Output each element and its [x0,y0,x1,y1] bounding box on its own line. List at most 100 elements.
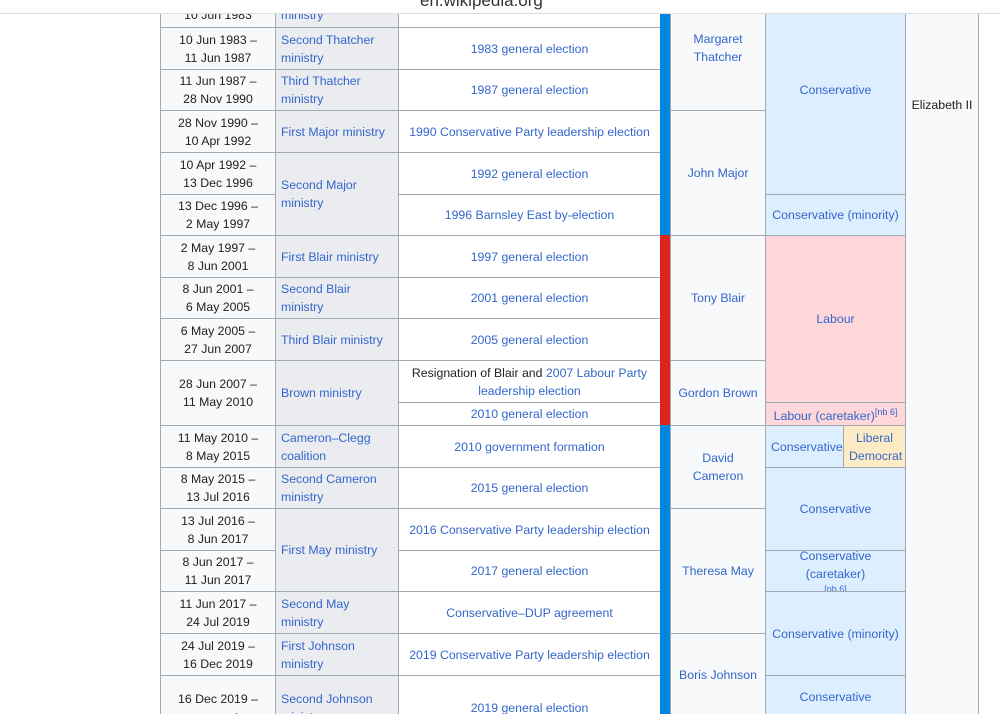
party-link[interactable]: Conservative [771,439,843,454]
party-link[interactable]: Liberal Democrat [849,430,903,463]
event-cell: 2010 government formation [398,425,661,468]
party-link[interactable]: Conservative (minority) [772,626,899,641]
party-text: Conservative [771,438,843,456]
party-link[interactable]: Conservative [799,502,872,516]
date-line: 24 Jul 2019 – [181,638,255,653]
event-text: 2019 general election [404,699,655,714]
pm-link[interactable]: David Cameron [692,451,744,483]
date-line: 11 Jun 2017 – [179,596,257,611]
pm-link[interactable]: Margaret Thatcher [693,32,743,64]
date-line: 13 Jul 2016 – [181,513,255,528]
party-cell: Conservative (minority) [765,194,906,236]
party-link[interactable]: Conservative (caretaker) [799,549,872,581]
ministry-link[interactable]: First Johnson ministry [281,638,355,671]
date-line: 8 Jun 2017 – [182,555,254,569]
event-link[interactable]: 2015 general election [470,481,589,495]
event-cell: 1987 general election [398,69,661,111]
event-link[interactable]: 2016 Conservative Party leadership elect… [409,522,650,537]
note-ref[interactable]: [nb 6] [874,406,898,417]
event-link[interactable]: 2019 Conservative Party leadership elect… [409,647,650,662]
pm-link[interactable]: Boris Johnson [679,668,757,682]
event-link[interactable]: 2001 general election [470,291,589,305]
event-link[interactable]: Conservative–DUP agreement [446,605,613,620]
event-link[interactable]: 2017 general election [470,564,589,578]
ministry-cell: Second Cameron ministry [275,467,399,509]
event-link[interactable]: 1990 Conservative Party leadership elect… [409,124,650,139]
event-link[interactable]: 1996 Barnsley East by-election [444,208,615,222]
ministry-link[interactable]: Second Johnson ministry [281,692,373,714]
event-cell: 1992 general election [398,152,661,195]
monarch-link[interactable]: Elizabeth II [911,98,973,112]
party-text: Liberal Democrat [849,429,903,465]
pm-link[interactable]: Tony Blair [691,291,745,305]
party-link[interactable]: Conservative (minority) [772,208,899,222]
date-line: 2 May 1997 – [180,240,256,255]
date-cell: 11 May 2010 – 8 May 2015 [160,425,276,468]
ministry-cell: First Johnson ministry [275,633,399,676]
event-link[interactable]: 1983 general election [470,41,589,56]
date-cell: 11 Jun 1987 – 28 Nov 1990 [160,69,276,111]
ministry-link[interactable]: Third Blair ministry [281,332,383,347]
ministry-link[interactable]: Second Thatcher ministry [281,32,375,65]
date-line: 27 Jun 2007 [184,341,252,356]
pm-link[interactable]: John Major [687,166,749,180]
event-link[interactable]: 2007 Labour Party leadership election [478,365,648,398]
ministry-cell: Brown ministry [275,360,399,426]
event-cell: 2019 general election [398,675,661,714]
event-link[interactable]: 1987 general election [470,83,589,97]
ministry-cell: Second Thatcher ministry [275,27,399,70]
event-text: 1983 general election [404,40,655,58]
ministry-link[interactable]: Cameron–Clegg coalition [281,430,371,463]
event-cell: Conservative–DUP agreement [398,591,661,634]
event-cell: 2010 general election [398,402,661,426]
party-text: Conservative [771,688,900,706]
pm-link[interactable]: Theresa May [682,564,754,578]
pm-link[interactable]: Gordon Brown [678,386,758,400]
ministry-link[interactable]: Second May ministry [281,596,350,629]
date-cell: 8 May 2015 – 13 Jul 2016 [160,467,276,509]
event-plain: Resignation of Blair and [411,365,543,380]
party-cell: Conservative [765,675,906,714]
event-cell: 1997 general election [398,235,661,278]
date-line: 11 Jun 1987 [184,50,252,65]
event-text: 2017 general election [404,562,655,580]
event-link[interactable]: 2010 government formation [454,439,605,454]
ministry-link[interactable]: Brown ministry [281,386,362,400]
pm-cell: Margaret Thatcher [670,0,766,111]
party-link[interactable]: Labour (caretaker) [773,409,875,424]
event-text: 2001 general election [404,289,655,307]
ministry-link[interactable]: Third Thatcher ministry [281,74,361,106]
note-ref[interactable]: [nb 6] [824,584,847,594]
ministry-link[interactable]: First Blair ministry [281,249,379,264]
party-link[interactable]: Labour [816,312,855,326]
ministry-cell: Second Major ministry [275,152,399,236]
event-link[interactable]: 2019 general election [470,701,589,714]
party-cell: Labour (caretaker)[nb 6] [765,402,906,426]
event-text: 2010 general election [404,405,655,423]
party-link[interactable]: Conservative [799,83,872,97]
event-text: 2005 general election [404,331,655,349]
ministry-cell: Second Johnson ministry [275,675,399,714]
event-link[interactable]: 2010 general election [470,407,589,421]
party-link[interactable]: Conservative [799,690,872,704]
ministry-link[interactable]: First May ministry [281,543,378,557]
browser-bar: en.wikipedia.org [0,0,1000,14]
date-line: 24 Jul 2019 [186,614,250,629]
date-cell: 13 Jul 2016 – 8 Jun 2017 [160,508,276,551]
party-cell: Conservative [765,467,906,551]
event-link[interactable]: 1992 general election [470,166,589,181]
date-cell: 28 Jun 2007 – 11 May 2010 [160,360,276,426]
ministry-link[interactable]: Second Cameron ministry [281,472,377,504]
date-cell: 24 Jul 2019 – 16 Dec 2019 [160,633,276,676]
ministry-link[interactable]: Second Blair ministry [281,282,351,314]
party-color-bar [660,235,670,425]
ministry-link[interactable]: First Major ministry [281,124,385,139]
event-link[interactable]: 2005 general election [470,332,589,347]
event-cell: 2016 Conservative Party leadership elect… [398,508,661,551]
ministry-link[interactable]: Second Major ministry [281,178,357,210]
event-link[interactable]: 1997 general election [470,249,589,264]
party-cell: Labour [765,235,906,403]
date-line: 8 May 2015 [185,448,251,463]
event-text: 1997 general election [404,248,655,266]
event-text: Resignation of Blair and 2007 Labour Par… [404,364,655,400]
